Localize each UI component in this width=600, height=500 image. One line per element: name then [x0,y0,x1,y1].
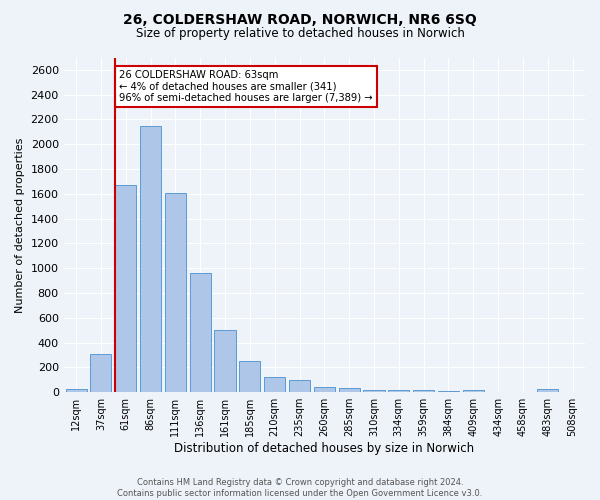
Y-axis label: Number of detached properties: Number of detached properties [15,137,25,312]
Bar [438,391,459,392]
Bar [239,362,260,392]
Bar [289,380,310,392]
Bar [214,330,236,392]
Bar [338,388,360,392]
Bar [115,185,136,392]
Bar [364,390,385,392]
X-axis label: Distribution of detached houses by size in Norwich: Distribution of detached houses by size … [174,442,475,455]
Bar [413,390,434,392]
Text: 26, COLDERSHAW ROAD, NORWICH, NR6 6SQ: 26, COLDERSHAW ROAD, NORWICH, NR6 6SQ [123,12,477,26]
Bar [91,354,112,392]
Bar [314,386,335,392]
Bar [65,389,86,392]
Bar [264,376,285,392]
Bar [388,390,409,392]
Bar [463,390,484,392]
Text: Size of property relative to detached houses in Norwich: Size of property relative to detached ho… [136,28,464,40]
Text: Contains HM Land Registry data © Crown copyright and database right 2024.
Contai: Contains HM Land Registry data © Crown c… [118,478,482,498]
Bar [537,389,559,392]
Bar [165,192,186,392]
Bar [140,126,161,392]
Bar [190,273,211,392]
Text: 26 COLDERSHAW ROAD: 63sqm
← 4% of detached houses are smaller (341)
96% of semi-: 26 COLDERSHAW ROAD: 63sqm ← 4% of detach… [119,70,373,103]
